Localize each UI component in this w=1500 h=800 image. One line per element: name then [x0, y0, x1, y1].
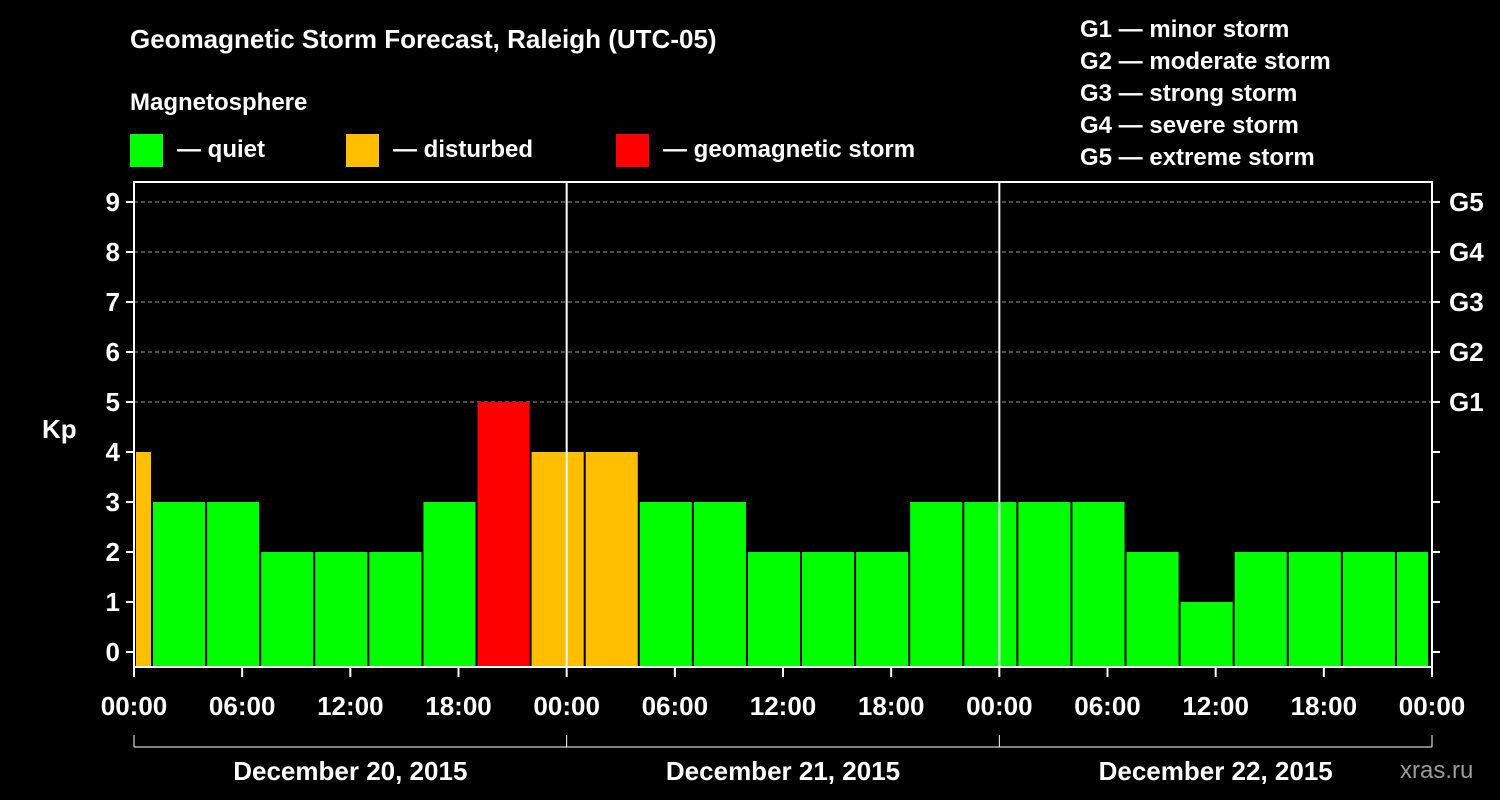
bar-kp: [136, 452, 152, 667]
x-tick-label: 00:00: [533, 691, 600, 721]
bar-kp: [1072, 502, 1125, 667]
legend-title: Magnetosphere: [130, 89, 307, 116]
legend-swatch-quiet: [130, 134, 163, 167]
bar-kp: [910, 502, 963, 667]
gridlines: [134, 201, 1432, 403]
storm-scale-g2: G2 — moderate storm: [1080, 48, 1331, 75]
storm-level-label: G3: [1449, 287, 1484, 317]
storm-scale-g5: G5 — extreme storm: [1080, 144, 1315, 171]
legend: — quiet — disturbed — geomagnetic storm: [130, 134, 915, 167]
x-tick-label: 06:00: [209, 691, 276, 721]
bar-kp: [856, 552, 909, 667]
plot-frame: [133, 181, 1433, 668]
x-tick-label: 18:00: [1291, 691, 1358, 721]
legend-swatch-storm: [616, 134, 649, 167]
bar-kp: [153, 502, 206, 667]
legend-swatch-disturbed: [346, 134, 379, 167]
x-tick-label: 06:00: [642, 691, 709, 721]
day-label: December 20, 2015: [233, 756, 467, 786]
y-axis-ticks: 0 1 2 3 4 5 6 7 8 9: [106, 187, 134, 667]
bar-kp: [207, 502, 260, 667]
y-tick-label: 3: [106, 487, 120, 517]
day-axis: December 20, 2015 December 21, 2015 Decemb…: [133, 735, 1433, 786]
x-tick-label: 18:00: [425, 691, 492, 721]
storm-level-label: G4: [1449, 237, 1484, 267]
y-axis-label: Kp: [42, 414, 77, 444]
bar-kp: [261, 552, 314, 667]
bar-kp: [477, 402, 530, 667]
x-tick-label: 12:00: [1182, 691, 1249, 721]
bar-kp: [1288, 552, 1341, 667]
bar-kp: [1126, 552, 1179, 667]
storm-level-label: G2: [1449, 337, 1484, 367]
y-tick-label: 2: [106, 537, 120, 567]
bar-kp: [1180, 602, 1233, 667]
x-tick-label: 12:00: [750, 691, 817, 721]
bar-kp: [1234, 552, 1287, 667]
y-tick-label: 7: [106, 287, 120, 317]
y-tick-label: 9: [106, 187, 120, 217]
x-tick-label: 00:00: [101, 691, 168, 721]
bar-kp: [639, 502, 692, 667]
bar-kp: [1018, 502, 1071, 667]
x-tick-label: 12:00: [317, 691, 384, 721]
bar-kp: [964, 502, 1017, 667]
day-label: December 22, 2015: [1099, 756, 1333, 786]
storm-scale-g3: G3 — strong storm: [1080, 80, 1297, 107]
chart-title: Geomagnetic Storm Forecast, Raleigh (UTC…: [130, 24, 717, 54]
y-tick-label: 6: [106, 337, 120, 367]
x-tick-label: 18:00: [858, 691, 925, 721]
y-tick-label: 8: [106, 237, 120, 267]
bar-kp: [1342, 552, 1395, 667]
storm-scale-g4: G4 — severe storm: [1080, 112, 1299, 139]
x-axis-ticks: 00:00 06:00 12:00 18:00 00:00 06:00 12:00 18:00…: [101, 667, 1466, 721]
bar-kp: [802, 552, 855, 667]
bar-kp: [693, 502, 746, 667]
storm-level-label: G5: [1449, 187, 1484, 217]
storm-level-label: G1: [1449, 387, 1484, 417]
credit-label: xras.ru: [1400, 757, 1473, 784]
bar-kp: [1396, 552, 1428, 667]
legend-label-quiet: — quiet: [177, 136, 265, 163]
bar-kp: [531, 452, 584, 667]
x-tick-label: 00:00: [966, 691, 1033, 721]
y-tick-label: 1: [106, 587, 120, 617]
bar-kp: [747, 552, 801, 667]
x-tick-label: 06:00: [1074, 691, 1141, 721]
day-label: December 21, 2015: [666, 756, 900, 786]
y-tick-label: 0: [106, 637, 120, 667]
y-tick-label: 5: [106, 387, 120, 417]
storm-scale-g1: G1 — minor storm: [1080, 16, 1289, 43]
legend-label-disturbed: — disturbed: [393, 136, 533, 163]
y-tick-label: 4: [106, 437, 121, 467]
x-tick-label: 00:00: [1399, 691, 1466, 721]
bars: [136, 402, 1428, 667]
storm-scale-legend: G1 — minor storm G2 — moderate storm G3 …: [1080, 16, 1331, 171]
bar-kp: [315, 552, 368, 667]
bar-kp: [423, 502, 476, 667]
legend-label-storm: — geomagnetic storm: [663, 136, 915, 163]
bar-kp: [585, 452, 638, 667]
bar-kp: [369, 552, 422, 667]
storm-level-axis: G1 G2 G3 G4 G5: [1432, 187, 1484, 653]
